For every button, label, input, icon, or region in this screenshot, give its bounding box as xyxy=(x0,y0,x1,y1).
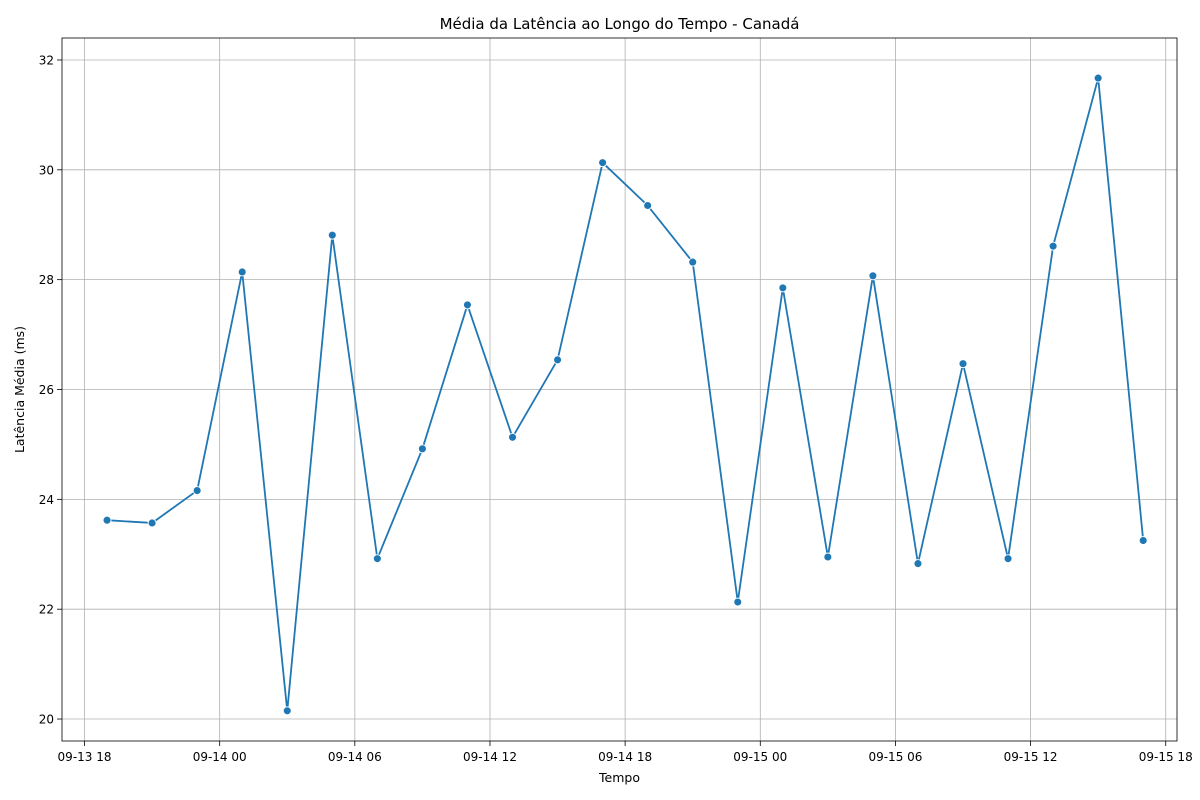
x-tick-label: 09-14 12 xyxy=(463,750,517,764)
x-axis-label: Tempo xyxy=(598,770,640,785)
series xyxy=(102,73,1148,716)
grid xyxy=(62,38,1177,741)
data-point xyxy=(237,267,247,277)
data-point xyxy=(598,158,608,168)
x-tick-label: 09-15 06 xyxy=(868,750,922,764)
data-point xyxy=(913,559,923,569)
data-point xyxy=(868,271,878,281)
data-point xyxy=(778,283,788,293)
y-tick-label: 20 xyxy=(39,713,54,727)
data-point xyxy=(102,515,112,525)
data-point xyxy=(508,432,517,442)
y-tick-label: 32 xyxy=(39,53,54,67)
x-tick-label: 09-15 18 xyxy=(1139,750,1193,764)
data-point xyxy=(1093,73,1103,83)
data-point xyxy=(958,359,968,369)
y-axis-label: Latência Média (ms) xyxy=(12,326,27,453)
data-point xyxy=(823,552,833,562)
data-point xyxy=(463,300,472,310)
x-tick-label: 09-13 18 xyxy=(58,750,112,764)
y-tick-label: 26 xyxy=(39,383,54,397)
data-point xyxy=(688,257,698,267)
y-tick-label: 28 xyxy=(39,273,54,287)
x-tick-label: 09-14 00 xyxy=(193,750,247,764)
data-point xyxy=(733,597,743,607)
data-point xyxy=(282,706,292,716)
y-tick-label: 30 xyxy=(39,163,54,177)
y-tick-label: 24 xyxy=(39,493,54,507)
data-point xyxy=(1138,536,1148,545)
data-point xyxy=(1048,241,1058,251)
data-point xyxy=(192,486,202,496)
data-point xyxy=(372,554,382,564)
data-point xyxy=(417,444,427,454)
x-tick-label: 09-14 18 xyxy=(598,750,652,764)
x-tick-label: 09-14 06 xyxy=(328,750,382,764)
x-tick-label: 09-15 12 xyxy=(1004,750,1058,764)
series-line xyxy=(106,77,1145,712)
y-tick-label: 22 xyxy=(39,603,54,617)
data-point xyxy=(327,230,337,240)
x-tick-label: 09-15 00 xyxy=(733,750,787,764)
data-point xyxy=(147,518,157,528)
ticks: 09-13 18 09-14 00 09-14 06 09-14 12 09-14 18… xyxy=(39,53,1193,764)
data-point xyxy=(553,355,563,365)
chart-title: Média da Latência ao Longo do Tempo - Ca… xyxy=(440,15,800,33)
data-point xyxy=(1003,554,1013,564)
data-point xyxy=(643,201,653,210)
